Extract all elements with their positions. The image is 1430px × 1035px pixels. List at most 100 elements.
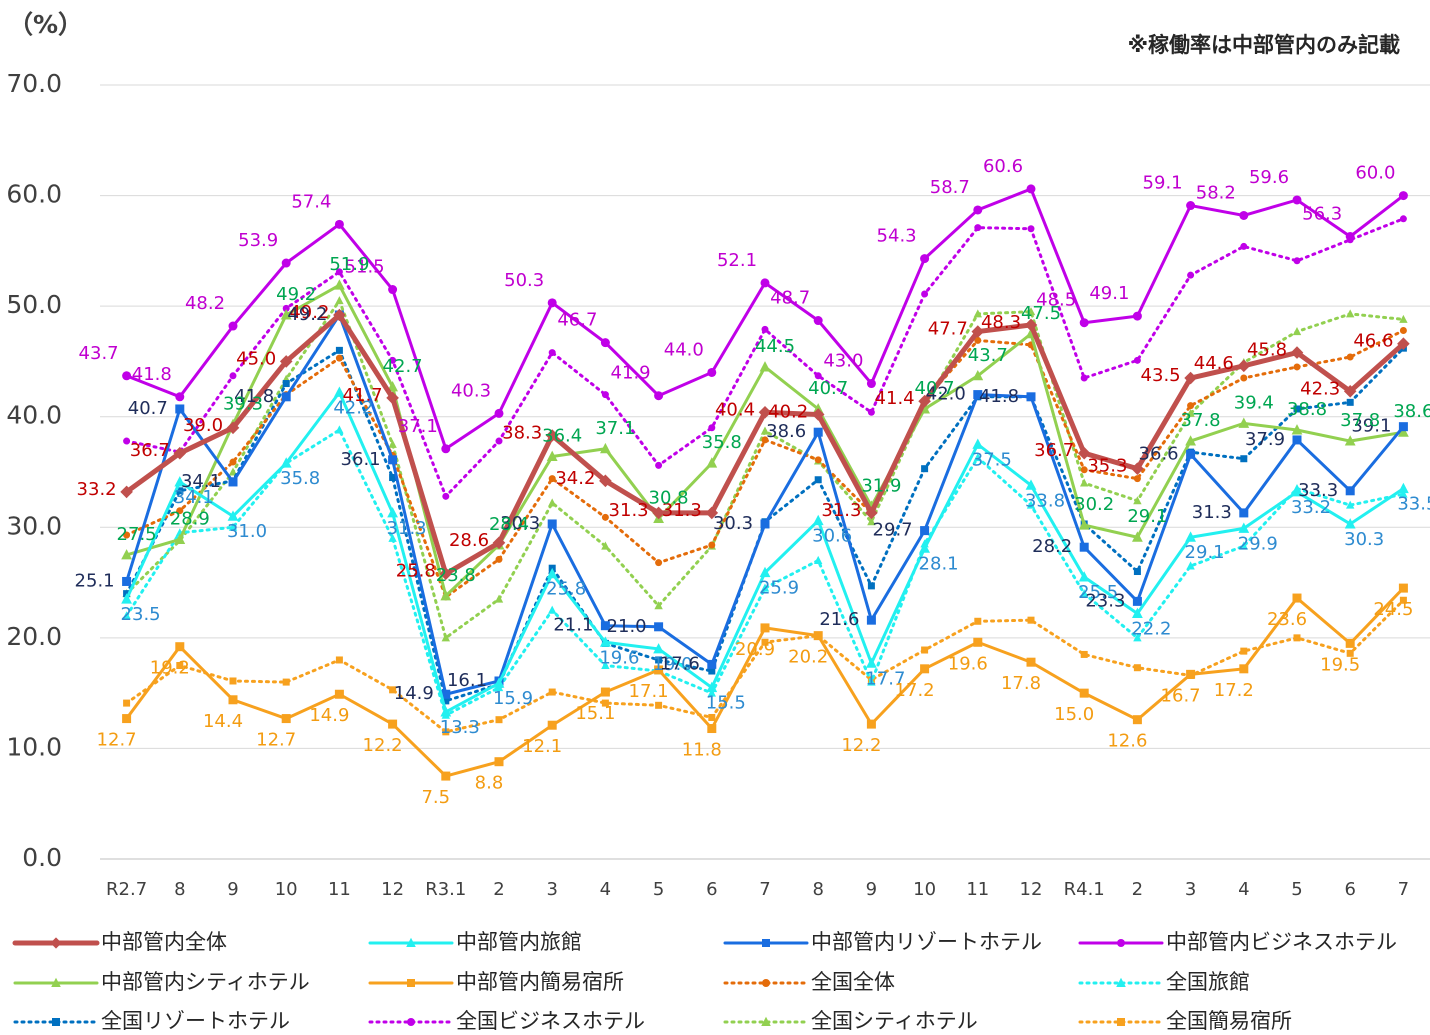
marker	[441, 771, 451, 781]
y-tick-label: 30.0	[6, 511, 62, 540]
marker	[1292, 195, 1302, 205]
data-label: 39.4	[1234, 392, 1274, 413]
marker	[439, 567, 453, 581]
marker	[52, 1018, 60, 1026]
marker	[600, 687, 610, 697]
legend-item: 全国全体	[723, 970, 895, 994]
marker	[281, 258, 291, 268]
data-label: 60.6	[983, 156, 1023, 177]
data-label: 25.1	[75, 570, 115, 591]
marker	[548, 688, 556, 696]
marker	[601, 391, 609, 399]
data-label: 8.8	[475, 773, 504, 794]
data-label: 14.4	[203, 711, 243, 732]
x-tick-label: R4.1	[1064, 879, 1105, 900]
data-label: 31.9	[861, 475, 901, 496]
marker	[1346, 500, 1355, 509]
data-label: 12.2	[363, 735, 403, 756]
marker	[762, 939, 770, 947]
marker	[175, 392, 185, 402]
marker	[492, 536, 506, 550]
data-label: 36.6	[1139, 443, 1179, 464]
data-label: 58.7	[930, 177, 970, 198]
x-tick-label: 10	[275, 879, 298, 900]
x-tick-label: 2	[493, 879, 504, 900]
data-label: 25.9	[759, 578, 799, 599]
marker	[122, 714, 132, 724]
marker	[282, 380, 290, 388]
marker	[814, 372, 822, 380]
marker	[600, 621, 610, 631]
marker	[866, 719, 876, 729]
marker	[176, 507, 184, 515]
data-label: 7.5	[421, 787, 450, 808]
data-label: 31.0	[227, 521, 267, 542]
marker	[1399, 314, 1408, 323]
marker	[335, 354, 343, 362]
marker	[1187, 271, 1195, 279]
marker	[652, 506, 665, 520]
marker	[1080, 478, 1089, 487]
data-label: 49.1	[1089, 283, 1129, 304]
x-tick-label: 6	[1344, 879, 1355, 900]
data-label: 42.0	[926, 384, 966, 405]
marker	[762, 979, 770, 987]
marker	[1345, 486, 1355, 496]
data-label: 36.4	[542, 426, 582, 447]
data-label: 59.1	[1143, 173, 1183, 194]
x-tick-label: 11	[328, 879, 351, 900]
data-label: 46.6	[1353, 331, 1393, 352]
marker	[1398, 422, 1408, 432]
marker	[1346, 649, 1354, 657]
data-label: 37.8	[1181, 410, 1221, 431]
marker	[972, 369, 984, 381]
marker	[761, 436, 769, 444]
x-tick-label: 10	[913, 879, 936, 900]
data-label: 30.3	[713, 513, 753, 534]
marker	[654, 601, 663, 610]
marker	[389, 474, 397, 482]
marker	[228, 467, 238, 476]
x-tick-label: R3.1	[425, 879, 466, 900]
marker	[442, 492, 450, 500]
marker	[601, 541, 610, 550]
marker	[1345, 231, 1355, 241]
marker	[387, 381, 398, 392]
marker	[812, 514, 824, 526]
marker	[387, 507, 398, 518]
marker	[176, 487, 184, 495]
marker	[495, 555, 503, 563]
data-label: 30.6	[812, 526, 852, 547]
data-label: 17.7	[865, 668, 905, 689]
marker	[335, 268, 343, 276]
marker	[920, 526, 930, 536]
data-label: 22.2	[1131, 619, 1171, 640]
x-tick-label: 5	[653, 879, 664, 900]
marker	[1077, 446, 1091, 460]
data-label: 40.2	[768, 402, 808, 423]
data-label: 40.4	[715, 399, 755, 420]
marker	[867, 677, 876, 686]
marker	[1080, 650, 1088, 658]
marker	[867, 517, 876, 526]
data-label: 42.2	[333, 397, 373, 418]
data-label: 25.8	[396, 561, 436, 582]
marker	[1132, 596, 1142, 606]
data-label: 16.1	[447, 670, 487, 691]
data-label: 30.2	[1074, 494, 1114, 515]
marker	[335, 425, 344, 434]
marker	[1132, 311, 1142, 321]
marker	[1238, 522, 1250, 533]
marker	[123, 699, 131, 707]
marker	[1026, 307, 1036, 316]
marker	[601, 513, 609, 521]
data-label: 14.9	[394, 683, 434, 704]
data-label: 35.8	[702, 432, 742, 453]
marker	[1399, 596, 1407, 604]
marker	[760, 623, 770, 633]
data-label: 29.7	[873, 520, 913, 541]
marker	[440, 589, 452, 601]
marker	[1027, 225, 1035, 233]
marker	[760, 278, 770, 288]
y-unit-label: （%）	[8, 10, 83, 39]
